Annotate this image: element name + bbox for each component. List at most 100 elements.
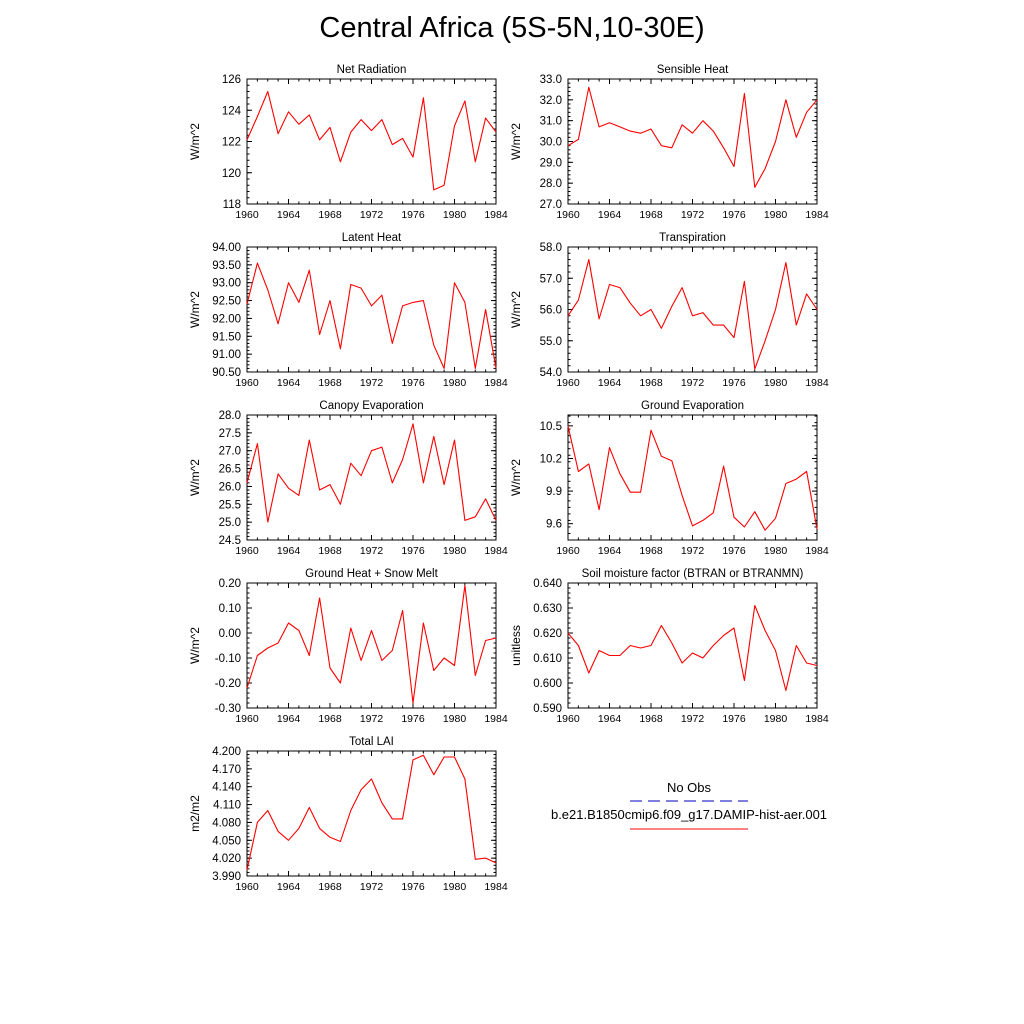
x-tick-label: 1972 <box>360 881 384 893</box>
y-tick-label: 28.0 <box>219 410 241 422</box>
x-tick-label: 1968 <box>639 209 663 221</box>
y-tick-label: 0.590 <box>533 703 562 715</box>
x-tick-label: 1980 <box>764 377 788 389</box>
chart-panel: 1960 1964 1968 1972 1976 1980 1984 90.50 91.00 91… <box>188 232 508 389</box>
y-axis-label: W/m^2 <box>509 123 523 160</box>
y-tick-label: 0.600 <box>533 678 562 690</box>
chart-panel: 1960 1964 1968 1972 1976 1980 1984 118 120 122 124… <box>188 64 508 221</box>
y-tick-label: 4.110 <box>213 800 241 812</box>
y-tick-label: 27.5 <box>219 428 241 440</box>
series-line <box>567 425 818 531</box>
x-tick-label: 1964 <box>277 209 301 221</box>
y-tick-label: 33.0 <box>540 74 562 86</box>
x-tick-label: 1980 <box>764 713 788 725</box>
y-tick-label: 9.6 <box>546 519 562 531</box>
x-tick-label: 1964 <box>277 377 301 389</box>
x-tick-label: 1976 <box>401 209 425 221</box>
y-tick-label: 122 <box>222 137 241 149</box>
y-tick-label: 92.50 <box>212 296 241 308</box>
y-tick-label: 126 <box>222 74 241 86</box>
legend-obs-label: No Obs <box>667 780 712 795</box>
y-tick-label: 32.0 <box>540 95 562 107</box>
y-tick-label: 0.630 <box>533 603 562 615</box>
y-tick-label: 24.5 <box>219 535 241 547</box>
x-tick-label: 1984 <box>484 209 508 221</box>
x-tick-label: 1960 <box>235 377 259 389</box>
x-tick-label: 1960 <box>556 545 580 557</box>
x-tick-label: 1968 <box>318 209 342 221</box>
panel-title: Sensible Heat <box>657 64 729 76</box>
y-tick-label: 0.00 <box>219 628 241 640</box>
x-tick-label: 1968 <box>639 713 663 725</box>
plot-frame <box>246 582 497 709</box>
y-tick-label: 26.0 <box>219 481 241 493</box>
x-tick-label: 1964 <box>277 881 301 893</box>
y-tick-label: 0.620 <box>533 628 562 640</box>
chart-panel: 1960 1964 1968 1972 1976 1980 1984 3.990 4.020 4.… <box>188 736 508 893</box>
legend: No Obs b.e21.B1850cmip6.f09_g17.DAMIP-hi… <box>551 780 827 830</box>
series-line <box>567 86 818 188</box>
x-tick-label: 1968 <box>639 545 663 557</box>
y-tick-label: 25.0 <box>219 517 241 529</box>
y-tick-label: -0.30 <box>215 703 241 715</box>
series-line <box>246 754 497 871</box>
x-tick-label: 1984 <box>484 377 508 389</box>
y-tick-label: 120 <box>222 168 241 180</box>
y-axis-label: W/m^2 <box>188 459 202 496</box>
plot-frame <box>567 246 818 373</box>
y-tick-label: -0.20 <box>215 678 241 690</box>
x-tick-label: 1960 <box>556 209 580 221</box>
y-tick-label: 91.50 <box>212 331 241 343</box>
y-tick-label: 0.640 <box>533 578 562 590</box>
y-axis-label: m2/m2 <box>188 795 202 832</box>
y-tick-label: 3.990 <box>212 871 241 883</box>
x-tick-label: 1960 <box>556 377 580 389</box>
x-tick-label: 1964 <box>277 545 301 557</box>
series-line <box>246 90 497 191</box>
x-tick-label: 1984 <box>484 545 508 557</box>
y-tick-label: 26.5 <box>219 464 241 476</box>
y-axis-label: unitless <box>509 625 523 666</box>
x-tick-label: 1968 <box>639 377 663 389</box>
x-tick-label: 1964 <box>598 377 622 389</box>
x-tick-label: 1960 <box>235 209 259 221</box>
y-tick-label: 93.00 <box>212 278 241 290</box>
y-tick-label: 90.50 <box>212 367 241 379</box>
y-tick-label: 0.610 <box>533 653 562 665</box>
x-tick-label: 1972 <box>681 209 705 221</box>
y-tick-label: 56.0 <box>540 305 562 317</box>
x-tick-label: 1964 <box>598 209 622 221</box>
x-tick-label: 1984 <box>805 377 829 389</box>
x-tick-label: 1972 <box>360 713 384 725</box>
x-tick-label: 1972 <box>681 713 705 725</box>
y-tick-label: 28.0 <box>540 178 562 190</box>
series-line <box>246 262 497 369</box>
x-tick-label: 1972 <box>360 545 384 557</box>
y-tick-label: 91.00 <box>212 349 241 361</box>
chart-panel: 1960 1964 1968 1972 1976 1980 1984 24.5 25.0 25.5… <box>188 400 508 557</box>
y-tick-label: 4.020 <box>212 853 241 865</box>
chart-panel: 1960 1964 1968 1972 1976 1980 1984 0.590 0.600 0.… <box>509 568 829 725</box>
x-tick-label: 1976 <box>401 713 425 725</box>
x-tick-label: 1964 <box>277 713 301 725</box>
x-tick-label: 1972 <box>681 377 705 389</box>
y-tick-label: 93.50 <box>212 260 241 272</box>
y-tick-label: 0.10 <box>219 603 241 615</box>
y-tick-label: 54.0 <box>540 367 562 379</box>
x-tick-label: 1972 <box>360 377 384 389</box>
y-tick-label: 27.0 <box>540 199 562 211</box>
y-axis-label: W/m^2 <box>509 459 523 496</box>
y-tick-label: 30.0 <box>540 137 562 149</box>
y-axis-label: W/m^2 <box>188 627 202 664</box>
y-axis-label: W/m^2 <box>509 291 523 328</box>
panel-title: Ground Evaporation <box>641 400 744 412</box>
y-tick-label: 118 <box>223 199 241 211</box>
x-tick-label: 1980 <box>764 209 788 221</box>
panel-title: Total LAI <box>349 736 394 748</box>
chart-panel: 1960 1964 1968 1972 1976 1980 1984 54.0 55.0 56.0… <box>509 232 829 389</box>
y-tick-label: 31.0 <box>540 116 562 128</box>
series-line <box>567 258 818 370</box>
y-tick-label: 4.140 <box>212 782 241 794</box>
x-tick-label: 1972 <box>360 209 384 221</box>
